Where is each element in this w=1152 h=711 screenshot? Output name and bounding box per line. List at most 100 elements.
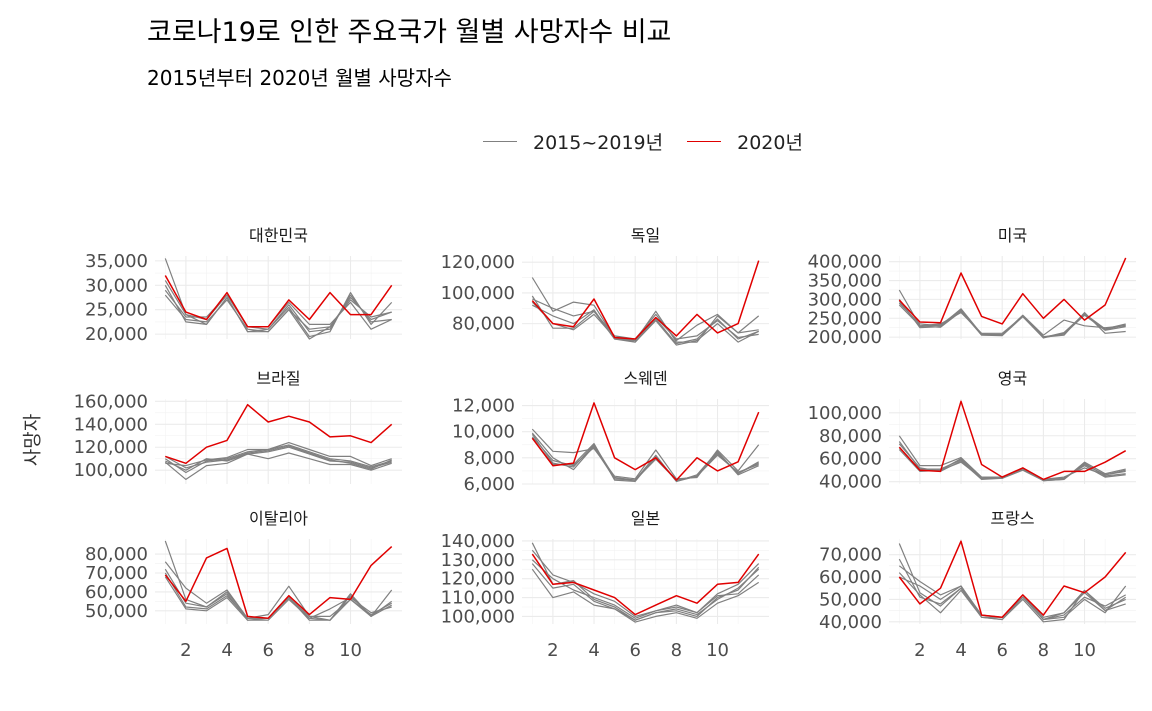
series-line-2015-2019 [164, 572, 393, 621]
y-tick-label: 60,000 [85, 582, 148, 603]
y-tick-label: 50,000 [819, 589, 882, 610]
series-line-2015-2019 [531, 437, 759, 482]
x-tick-label: 8 [671, 640, 682, 661]
legend-label-current: 2020년 [737, 132, 803, 154]
legend-label-past: 2015~2019년 [533, 132, 664, 154]
series-line-2020 [898, 257, 1127, 325]
y-tick-label: 350,000 [808, 271, 882, 292]
x-tick-label: 2 [547, 640, 558, 661]
legend-swatch-past [483, 141, 517, 142]
y-tick-label: 8,000 [463, 448, 515, 469]
series-line-2020 [164, 275, 393, 328]
series-line-2015-2019 [164, 285, 393, 338]
x-tick-label: 8 [1038, 640, 1049, 661]
series-line-2015-2019 [898, 449, 1126, 480]
x-tick-label: 2 [914, 640, 925, 661]
legend-swatch-current [687, 141, 722, 142]
series-line-2015-2019 [898, 572, 1126, 623]
y-tick-label: 100,000 [74, 460, 148, 481]
series-line-2015-2019 [898, 441, 1126, 482]
facet-title-0: 대한민국 [249, 226, 308, 245]
y-tick-label: 300,000 [808, 289, 882, 310]
y-tick-label: 110,000 [441, 588, 515, 609]
y-tick-label: 120,000 [74, 437, 148, 458]
facet-title-6: 이탈리아 [249, 509, 308, 528]
series-line-2015-2019 [531, 277, 760, 343]
y-tick-label: 40,000 [819, 472, 882, 493]
x-tick-label: 8 [304, 640, 315, 661]
series-line-2015-2019 [164, 280, 392, 340]
y-tick-label: 80,000 [85, 544, 148, 565]
y-tick-label: 120,000 [441, 569, 515, 590]
series-line-2015-2019 [898, 300, 1126, 339]
facet-title-3: 브라질 [256, 369, 300, 388]
series-line-2015-2019 [531, 559, 760, 619]
series-line-2015-2019 [165, 445, 392, 470]
y-tick-label: 25,000 [85, 300, 148, 321]
facet-title-1: 독일 [631, 226, 660, 245]
y-tick-label: 80,000 [819, 426, 882, 447]
x-tick-label: 6 [629, 640, 640, 661]
x-tick-label: 6 [996, 640, 1007, 661]
y-tick-label: 140,000 [441, 531, 515, 552]
series-line-2015-2019 [165, 442, 392, 467]
facet-title-4: 스웨덴 [623, 369, 667, 388]
x-tick-label: 10 [339, 640, 362, 661]
series-line-2020 [531, 260, 760, 340]
facet-title-5: 영국 [998, 369, 1027, 388]
y-tick-label: 60,000 [819, 449, 882, 470]
series-line-2015-2019 [532, 298, 759, 342]
y-tick-label: 12,000 [452, 396, 515, 417]
series-line-2015-2019 [898, 543, 1127, 621]
y-tick-label: 400,000 [808, 252, 882, 273]
x-tick-label: 6 [262, 640, 273, 661]
series-line-2015-2019 [164, 289, 392, 333]
series-line-2015-2019 [531, 568, 760, 623]
facet-title-8: 프랑스 [990, 509, 1034, 528]
y-tick-label: 80,000 [452, 314, 515, 335]
y-tick-label: 200,000 [808, 327, 882, 348]
y-tick-label: 35,000 [85, 251, 148, 272]
y-tick-label: 40,000 [819, 612, 882, 633]
y-tick-label: 20,000 [85, 324, 148, 345]
y-tick-label: 30,000 [85, 275, 148, 296]
y-tick-label: 120,000 [441, 252, 515, 273]
x-tick-label: 10 [1073, 640, 1096, 661]
y-tick-label: 10,000 [452, 422, 515, 443]
series-line-2015-2019 [899, 576, 1127, 621]
series-line-2015-2019 [898, 443, 1126, 482]
facet-title-7: 일본 [631, 509, 660, 528]
x-tick-label: 2 [180, 640, 191, 661]
x-tick-label: 10 [706, 640, 729, 661]
series-line-2020 [898, 400, 1127, 481]
series-line-2015-2019 [164, 452, 392, 480]
series-line-2015-2019 [531, 295, 759, 342]
series-line-2015-2019 [531, 428, 760, 480]
series-line-2015-2019 [898, 446, 1126, 482]
y-tick-label: 70,000 [85, 563, 148, 584]
y-tick-label: 60,000 [819, 567, 882, 588]
chart-subtitle: 2015년부터 2020년 월별 사망자수 [147, 66, 452, 90]
y-tick-label: 250,000 [808, 308, 882, 329]
y-tick-label: 100,000 [808, 403, 882, 424]
chart-title: 코로나19로 인한 주요국가 월별 사망자수 비교 [147, 17, 672, 48]
x-tick-label: 4 [955, 640, 966, 661]
y-tick-label: 130,000 [441, 550, 515, 571]
y-tick-label: 70,000 [819, 545, 882, 566]
series-line-2015-2019 [164, 568, 392, 621]
series-line-2015-2019 [531, 436, 759, 481]
legend-item-past: 2015~2019년 [483, 128, 663, 155]
y-tick-label: 160,000 [74, 391, 148, 412]
series-line-2020 [898, 540, 1127, 619]
legend: 2015~2019년 2020년 [483, 128, 827, 155]
series-line-2015-2019 [531, 542, 760, 621]
series-line-2015-2019 [898, 558, 1126, 621]
y-tick-label: 140,000 [74, 414, 148, 435]
x-tick-label: 4 [221, 640, 232, 661]
series-line-2020 [164, 546, 393, 620]
y-tick-label: 50,000 [85, 601, 148, 622]
y-tick-label: 6,000 [463, 474, 515, 495]
y-tick-label: 100,000 [441, 606, 515, 627]
x-tick-label: 4 [588, 640, 599, 661]
